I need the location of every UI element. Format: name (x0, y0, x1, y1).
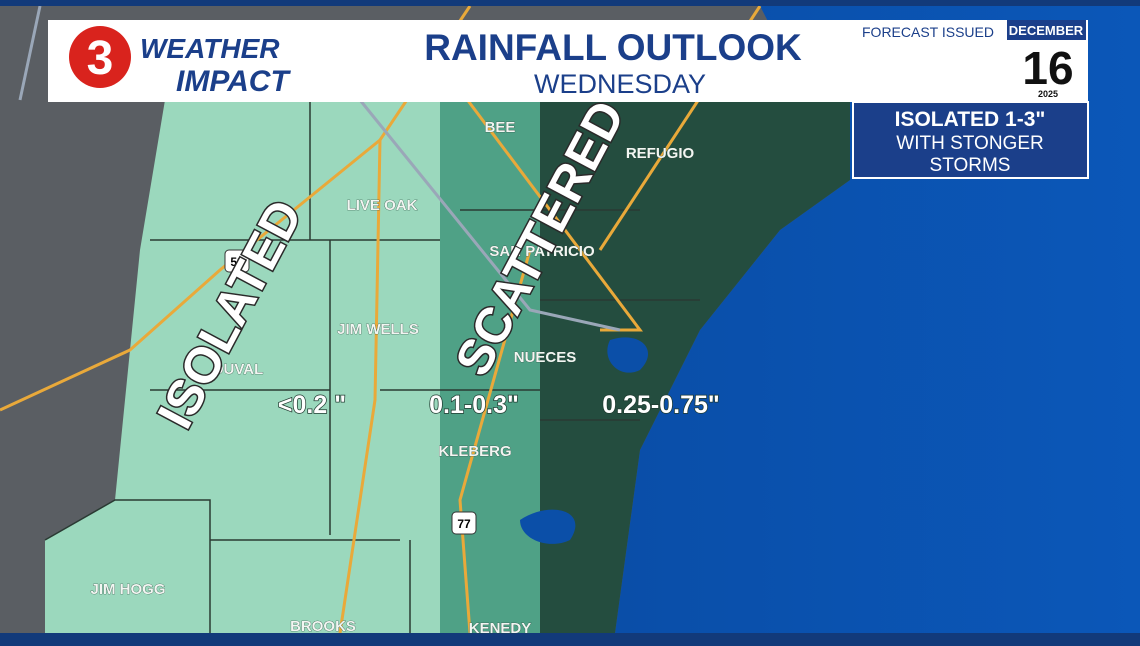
logo-circle (69, 26, 131, 88)
info-box (852, 101, 1089, 179)
county-label: JIM WELLS (337, 321, 419, 338)
county-label: BROOKS (290, 618, 356, 635)
county-label: KLEBERG (438, 443, 511, 460)
subtitle: WEDNESDAY (534, 69, 706, 99)
issued-month: DECEMBER (1009, 23, 1084, 38)
shield-box (224, 249, 250, 273)
rain-amount: <0.2 " (278, 391, 346, 419)
zone-scattered-area (440, 100, 540, 633)
county-label: SAN PATRICIO (489, 243, 595, 260)
county-label: LIVE OAK (347, 197, 418, 214)
interstates (18, 5, 621, 332)
logo-text: WEATHER (140, 33, 280, 64)
county-label: KENEDY (469, 620, 532, 637)
info-text: ISOLATED 1-3" (895, 108, 1046, 131)
rain-amount: 0.1-0.3" (429, 391, 519, 419)
zone-heavier-area (540, 100, 850, 633)
shield-number: 77 (457, 517, 471, 531)
rain-amount: 0.25-0.75" (602, 391, 720, 419)
frame-top (0, 0, 1140, 6)
highway-shield: 77 (451, 511, 477, 535)
county-label: NUECES (514, 349, 577, 366)
header-bar (48, 20, 1088, 102)
highway-shield: 59 (224, 249, 250, 273)
info-text: WITH STONGER (896, 133, 1043, 154)
month-box (1007, 20, 1086, 40)
bays (520, 337, 649, 544)
title: RAINFALL OUTLOOK (424, 27, 802, 68)
frame-bottom (0, 633, 1140, 641)
county-label: JIM HOGG (90, 581, 165, 598)
logo-text: IMPACT (176, 65, 291, 98)
issued-label: FORECAST ISSUED (862, 24, 994, 40)
info-text: STORMS (930, 155, 1011, 176)
county-label: REFUGIO (626, 145, 695, 162)
county-label: BEE (485, 119, 516, 136)
shield-box (451, 511, 477, 535)
issued-day: 16 (1022, 42, 1073, 94)
logo-number: 3 (87, 32, 114, 85)
shield-number: 59 (230, 255, 244, 269)
issued-year: 2025 (1038, 89, 1058, 99)
county-label: DUVAL (213, 361, 264, 378)
